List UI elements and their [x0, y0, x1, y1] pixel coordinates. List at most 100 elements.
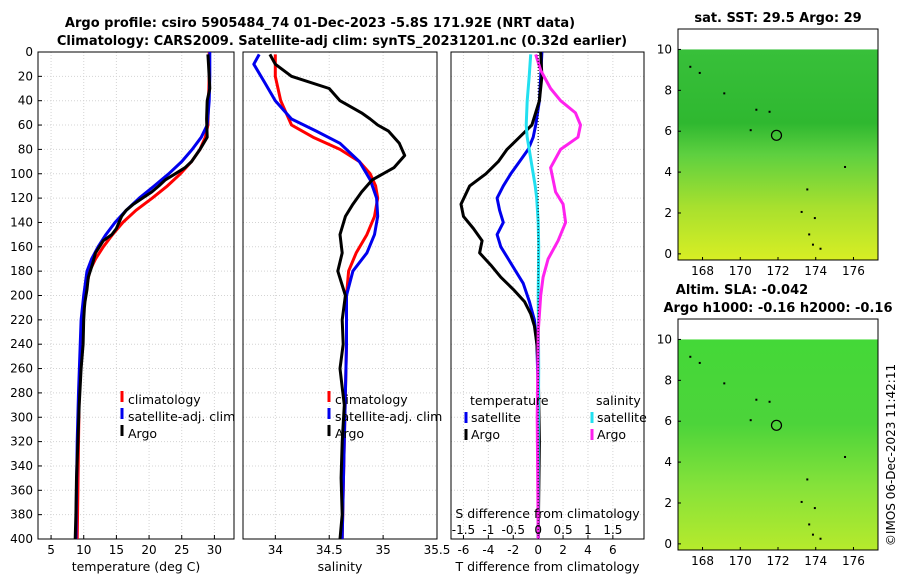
island-speck [800, 500, 803, 503]
island-speck [689, 65, 692, 68]
y-tick-label: 400 [10, 532, 33, 546]
map-panel-sst: 168 170 172 174 176 0 2 4 6 8 10 sat. SST: 29.5 Arg… [657, 11, 879, 278]
top-tick-label: -1.5 [452, 523, 475, 537]
x-tick-label: 172 [767, 264, 790, 278]
y-tick-label: 6 [664, 414, 672, 428]
island-speck [819, 247, 822, 250]
y-tick-label: 8 [664, 373, 672, 387]
series-line-satellite-adj-clim [74, 52, 212, 540]
legend-label: Argo [128, 426, 157, 441]
y-tick-label: 2 [664, 206, 672, 220]
y-tick-label: 8 [664, 83, 672, 97]
y-tick-label: 280 [10, 386, 33, 400]
y-tick-label: 4 [664, 165, 672, 179]
x-tick-label: -2 [507, 543, 519, 557]
legend-title-salinity: salinity [596, 393, 641, 408]
legend-label: climatology [128, 392, 201, 407]
x-tick-label: -4 [482, 543, 494, 557]
map-field [678, 339, 878, 550]
series-line-argo [268, 53, 407, 540]
map-field [678, 49, 878, 261]
top-tick-label: 0.5 [554, 523, 573, 537]
x-tick-label: 168 [691, 264, 714, 278]
island-speck [813, 507, 816, 510]
y-tick-label: 60 [18, 118, 33, 132]
x-tick-label: 34 [268, 543, 283, 557]
argo-position-marker [770, 419, 783, 431]
y-tick-label: 0 [25, 45, 33, 59]
top-tick-label: 1 [584, 523, 592, 537]
island-speck [723, 382, 726, 385]
top-tick-label: 1.5 [603, 523, 622, 537]
x-tick-label: 35 [375, 543, 390, 557]
x-tick-label: 4 [584, 543, 592, 557]
y-tick-label: 120 [10, 191, 33, 205]
y-tick-label: 2 [664, 496, 672, 510]
island-speck [800, 210, 803, 213]
island-speck [819, 537, 822, 540]
top-tick-label: -1 [482, 523, 494, 537]
island-speck [755, 398, 758, 401]
y-tick-label: 0 [664, 537, 672, 551]
island-speck [806, 478, 809, 481]
map-title-line1: Altim. SLA: -0.042 [676, 283, 808, 298]
y-tick-label: 6 [664, 124, 672, 138]
series-line-salinity-argo [534, 53, 582, 540]
y-tick-label: 10 [657, 332, 672, 346]
x-tick-label: 2 [559, 543, 567, 557]
map-title: sat. SST: 29.5 Argo: 29 [694, 11, 861, 26]
island-speck [768, 110, 771, 113]
map-title-line2: Argo h1000: -0.16 h2000: -0.16 [663, 301, 892, 316]
y-tick-label: 160 [10, 240, 33, 254]
legend-label: Argo [335, 426, 364, 441]
y-tick-label: 4 [664, 455, 672, 469]
x-tick-label: -6 [457, 543, 469, 557]
y-tick-label: 10 [657, 42, 672, 56]
series-line-temperature-satellite [495, 51, 544, 539]
x-tick-label: 170 [729, 264, 752, 278]
x-tick-label: 25 [174, 543, 189, 557]
profile-panel-difference: -6 -4 -2 0 2 4 6 T difference from climatology t… [450, 51, 647, 574]
island-speck [844, 455, 847, 458]
x-axis-label: temperature (deg C) [72, 559, 201, 574]
x-tick-label: 0 [534, 543, 542, 557]
top-tick-label: 0 [534, 523, 542, 537]
x-tick-label: 174 [804, 264, 827, 278]
y-tick-label: 340 [10, 459, 33, 473]
series-line-temperature-argo [459, 51, 544, 540]
island-speck [808, 233, 811, 236]
top-axis-label: S difference from climatology [455, 506, 640, 521]
y-tick-label: 240 [10, 337, 33, 351]
gridlines [38, 51, 234, 540]
y-tick-label: 40 [18, 94, 33, 108]
x-tick-label: 15 [109, 543, 124, 557]
island-speck [689, 355, 692, 358]
series-line-argo [73, 54, 212, 540]
map-panel-sla: 168 170 172 174 176 0 2 4 6 8 10 Altim. SLA: -0.042… [657, 283, 893, 568]
y-tick-label: 80 [18, 142, 33, 156]
gridlines [451, 51, 644, 540]
y-tick-label: 220 [10, 313, 33, 327]
series-line-satellite-adj-clim [252, 53, 380, 540]
island-speck [844, 165, 847, 168]
x-tick-label: 174 [804, 554, 827, 568]
figure-title-line2: Climatology: CARS2009. Satellite-adj cli… [57, 34, 627, 49]
legend-label: satellite-adj. clim [335, 409, 442, 424]
y-tick-label: 320 [10, 435, 33, 449]
y-tick-label: 20 [18, 69, 33, 83]
island-speck [808, 523, 811, 526]
x-tick-label: 176 [842, 264, 865, 278]
island-speck [768, 400, 771, 403]
x-tick-label: 20 [141, 543, 156, 557]
x-tick-label: 168 [691, 554, 714, 568]
island-speck [698, 361, 701, 364]
x-axis-label: T difference from climatology [454, 559, 640, 574]
island-speck [813, 217, 816, 220]
axes-frame [450, 51, 645, 540]
figure-title-line1: Argo profile: csiro 5905484_74 01-Dec-20… [65, 16, 575, 31]
x-tick-label: 172 [767, 554, 790, 568]
island-speck [806, 188, 809, 191]
x-tick-label: 176 [842, 554, 865, 568]
axes-frame [37, 51, 235, 540]
